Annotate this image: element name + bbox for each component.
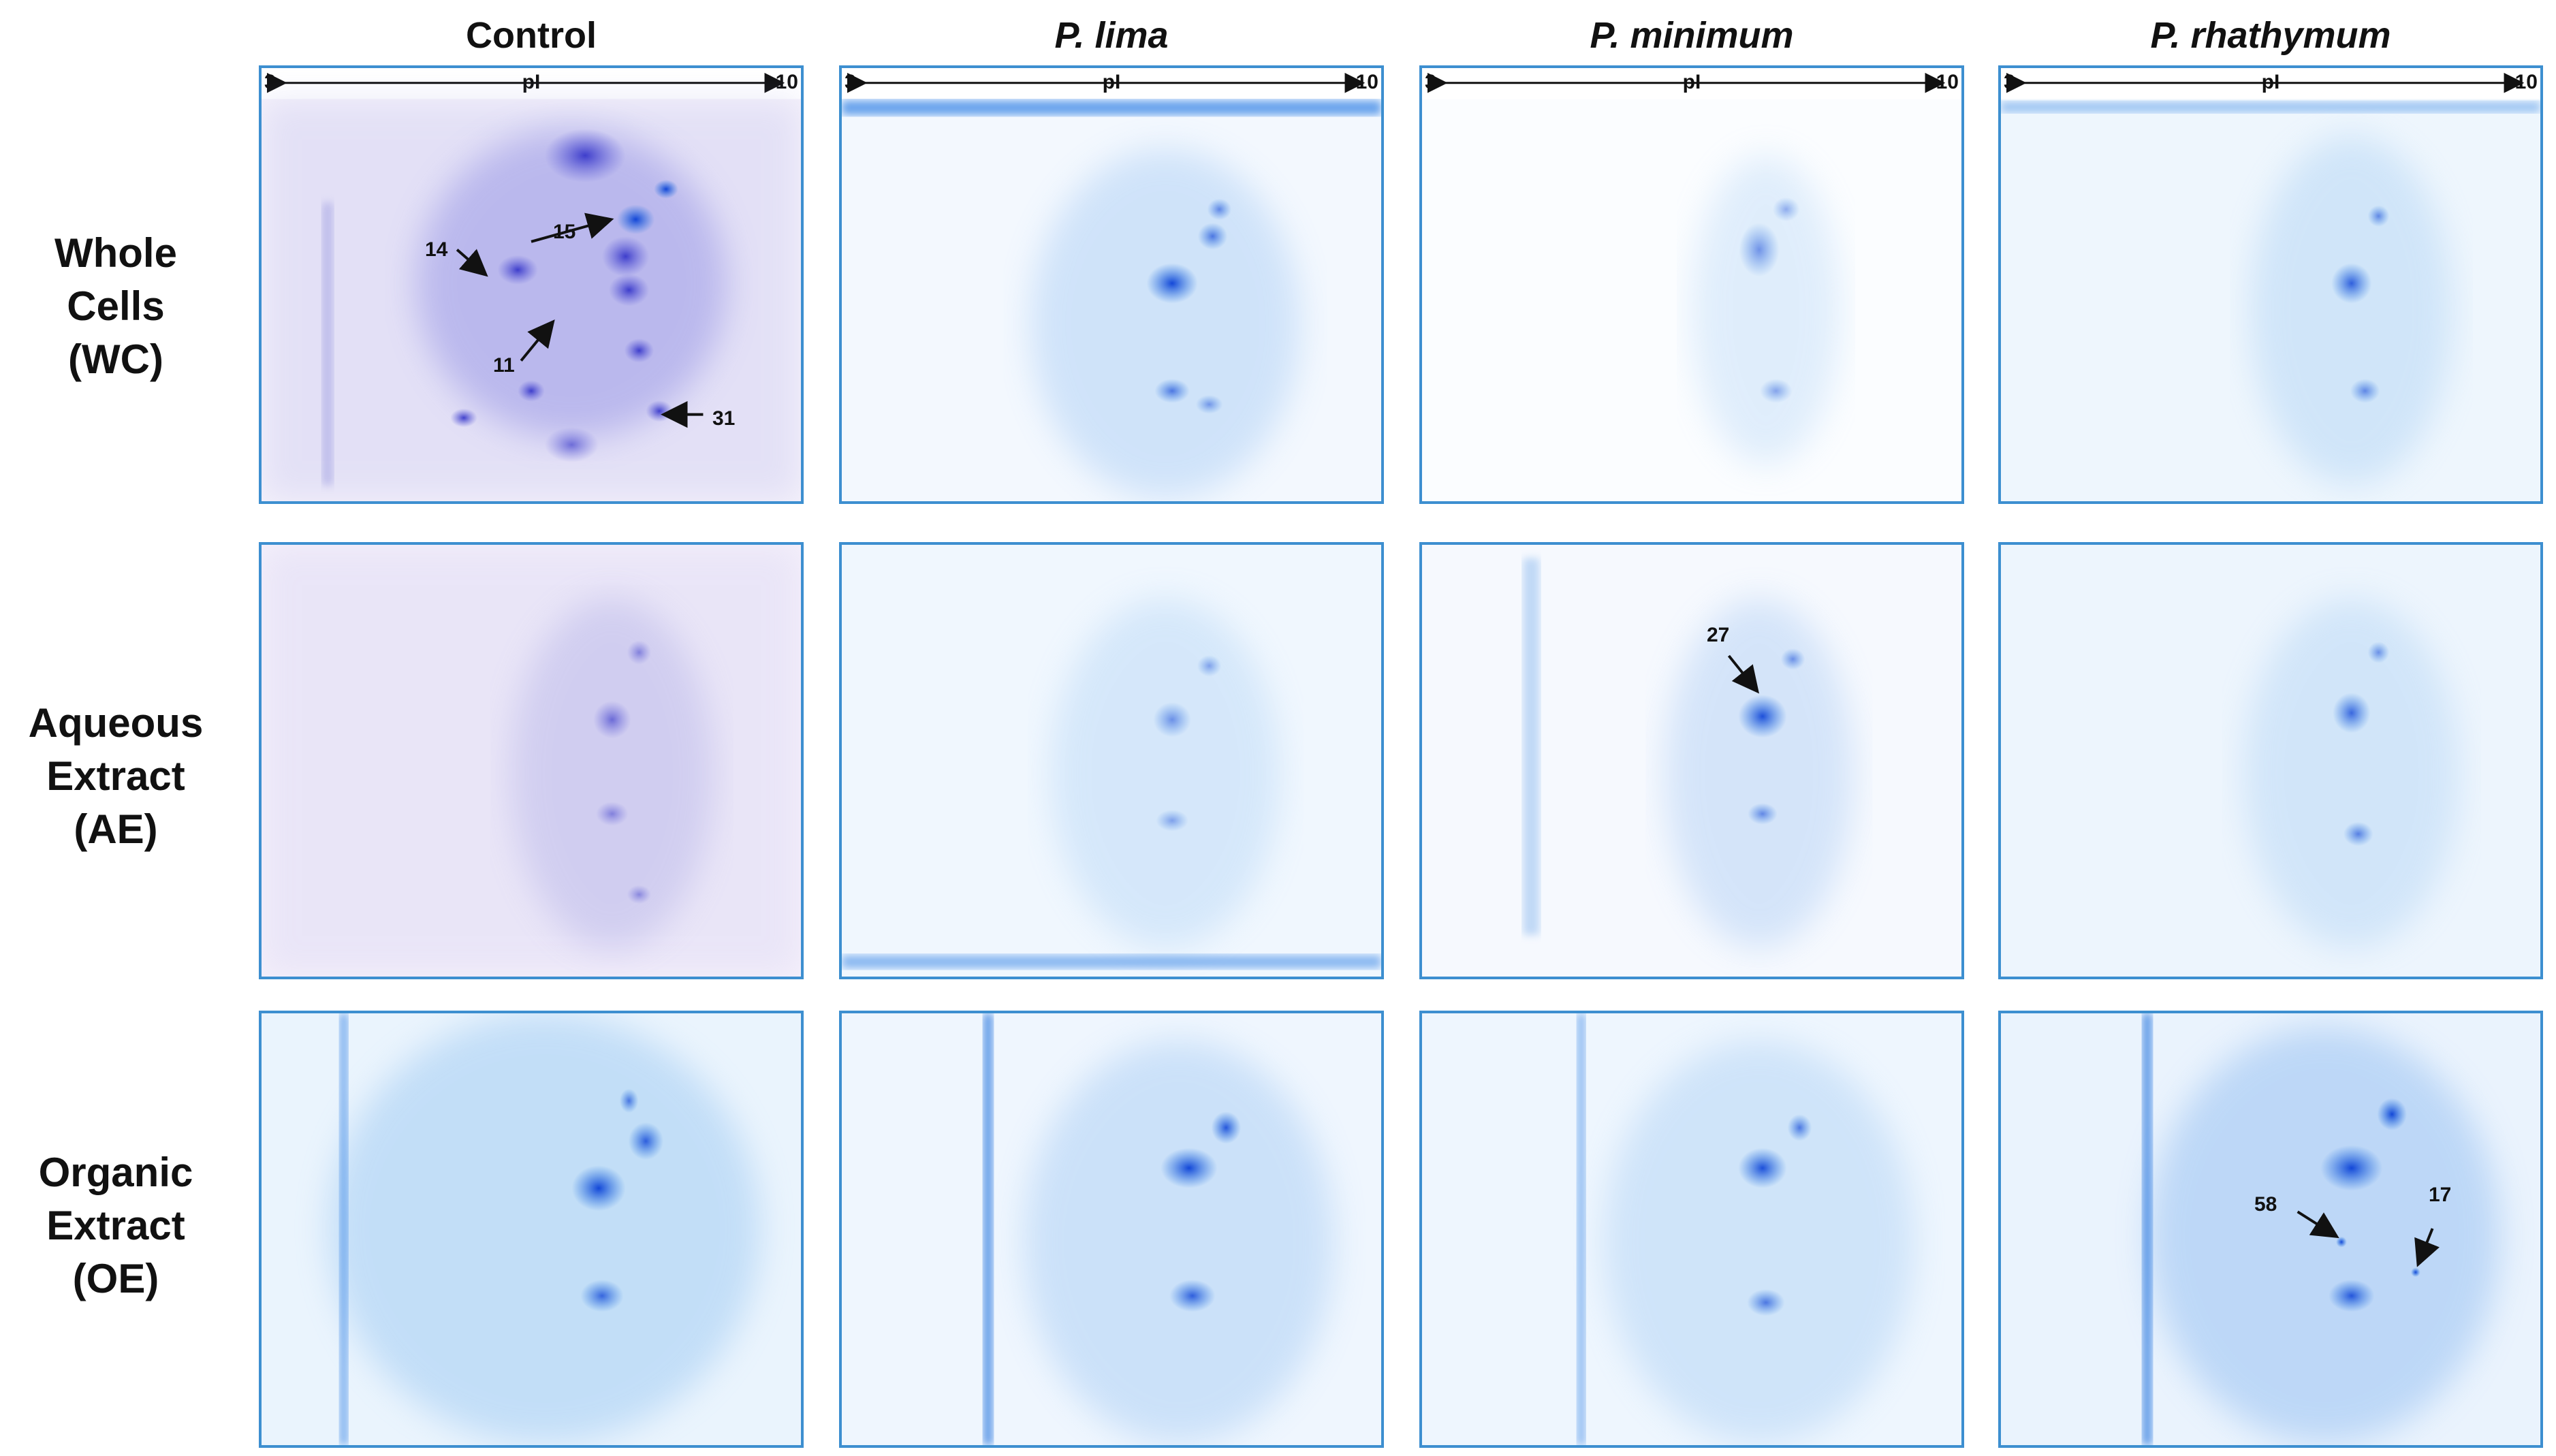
gel-p-minimum-wc: 3 10 pI xyxy=(1419,65,1964,504)
row-label-wc-line2: Cells xyxy=(67,283,165,329)
row-label-ae-line2: Extract xyxy=(46,753,185,799)
column-header-p-rhathymum: P. rhathymum xyxy=(2150,15,2391,56)
gel-p-rhathymum-ae xyxy=(1998,542,2543,979)
gel-image xyxy=(2001,1013,2540,1445)
gel-image xyxy=(1422,1013,1961,1445)
column-header-control: Control xyxy=(466,15,597,56)
annotation-spot-14: 14 xyxy=(425,238,448,261)
row-label-ae-line3: (AE) xyxy=(74,806,158,852)
gel-p-rhathymum-wc: 3 10 pI xyxy=(1998,65,2543,504)
gel-image xyxy=(262,1013,801,1445)
annotation-spot-17: 17 xyxy=(2429,1184,2452,1206)
annotation-spot-11: 11 xyxy=(493,354,515,377)
row-label-ae-line1: Aqueous xyxy=(28,700,204,746)
gel-image xyxy=(842,545,1381,977)
gel-p-rhathymum-oe: 58 17 xyxy=(1998,1011,2543,1448)
column-header-p-minimum: P. minimum xyxy=(1590,15,1794,56)
row-label-oe-line2: Extract xyxy=(46,1203,185,1248)
column-header-p-lima: P. lima xyxy=(1054,15,1169,56)
row-label-wc: Whole Cells (WC) xyxy=(0,204,232,409)
annotation-spot-27: 27 xyxy=(1707,624,1730,646)
gel-image xyxy=(262,72,801,501)
row-label-oe-line1: Organic xyxy=(38,1150,193,1195)
gel-image xyxy=(2001,72,2540,501)
gel-p-minimum-oe xyxy=(1419,1011,1964,1448)
annotation-spot-58: 58 xyxy=(2254,1193,2277,1216)
annotation-spot-15: 15 xyxy=(553,221,576,243)
row-label-ae: Aqueous Extract (AE) xyxy=(0,681,232,872)
gel-control-wc: 3 10 pI 15 14 11 31 xyxy=(259,65,804,504)
gel-p-lima-wc: 3 10 pI xyxy=(839,65,1384,504)
gel-control-ae xyxy=(259,542,804,979)
row-label-wc-line1: Whole xyxy=(54,230,177,276)
gel-image xyxy=(1422,72,1961,501)
gel-p-lima-ae xyxy=(839,542,1384,979)
row-label-wc-line3: (WC) xyxy=(68,336,163,382)
gel-p-lima-oe xyxy=(839,1011,1384,1448)
gel-image xyxy=(2001,545,2540,977)
annotation-spot-31: 31 xyxy=(712,407,736,430)
gel-image xyxy=(1422,545,1961,977)
gel-image xyxy=(842,1013,1381,1445)
row-label-oe-line3: (OE) xyxy=(72,1256,159,1301)
gel-image xyxy=(842,72,1381,501)
gel-image xyxy=(262,545,801,977)
gel-p-minimum-ae: 27 xyxy=(1419,542,1964,979)
row-label-oe: Organic Extract (OE) xyxy=(0,1130,232,1321)
gel-control-oe xyxy=(259,1011,804,1448)
